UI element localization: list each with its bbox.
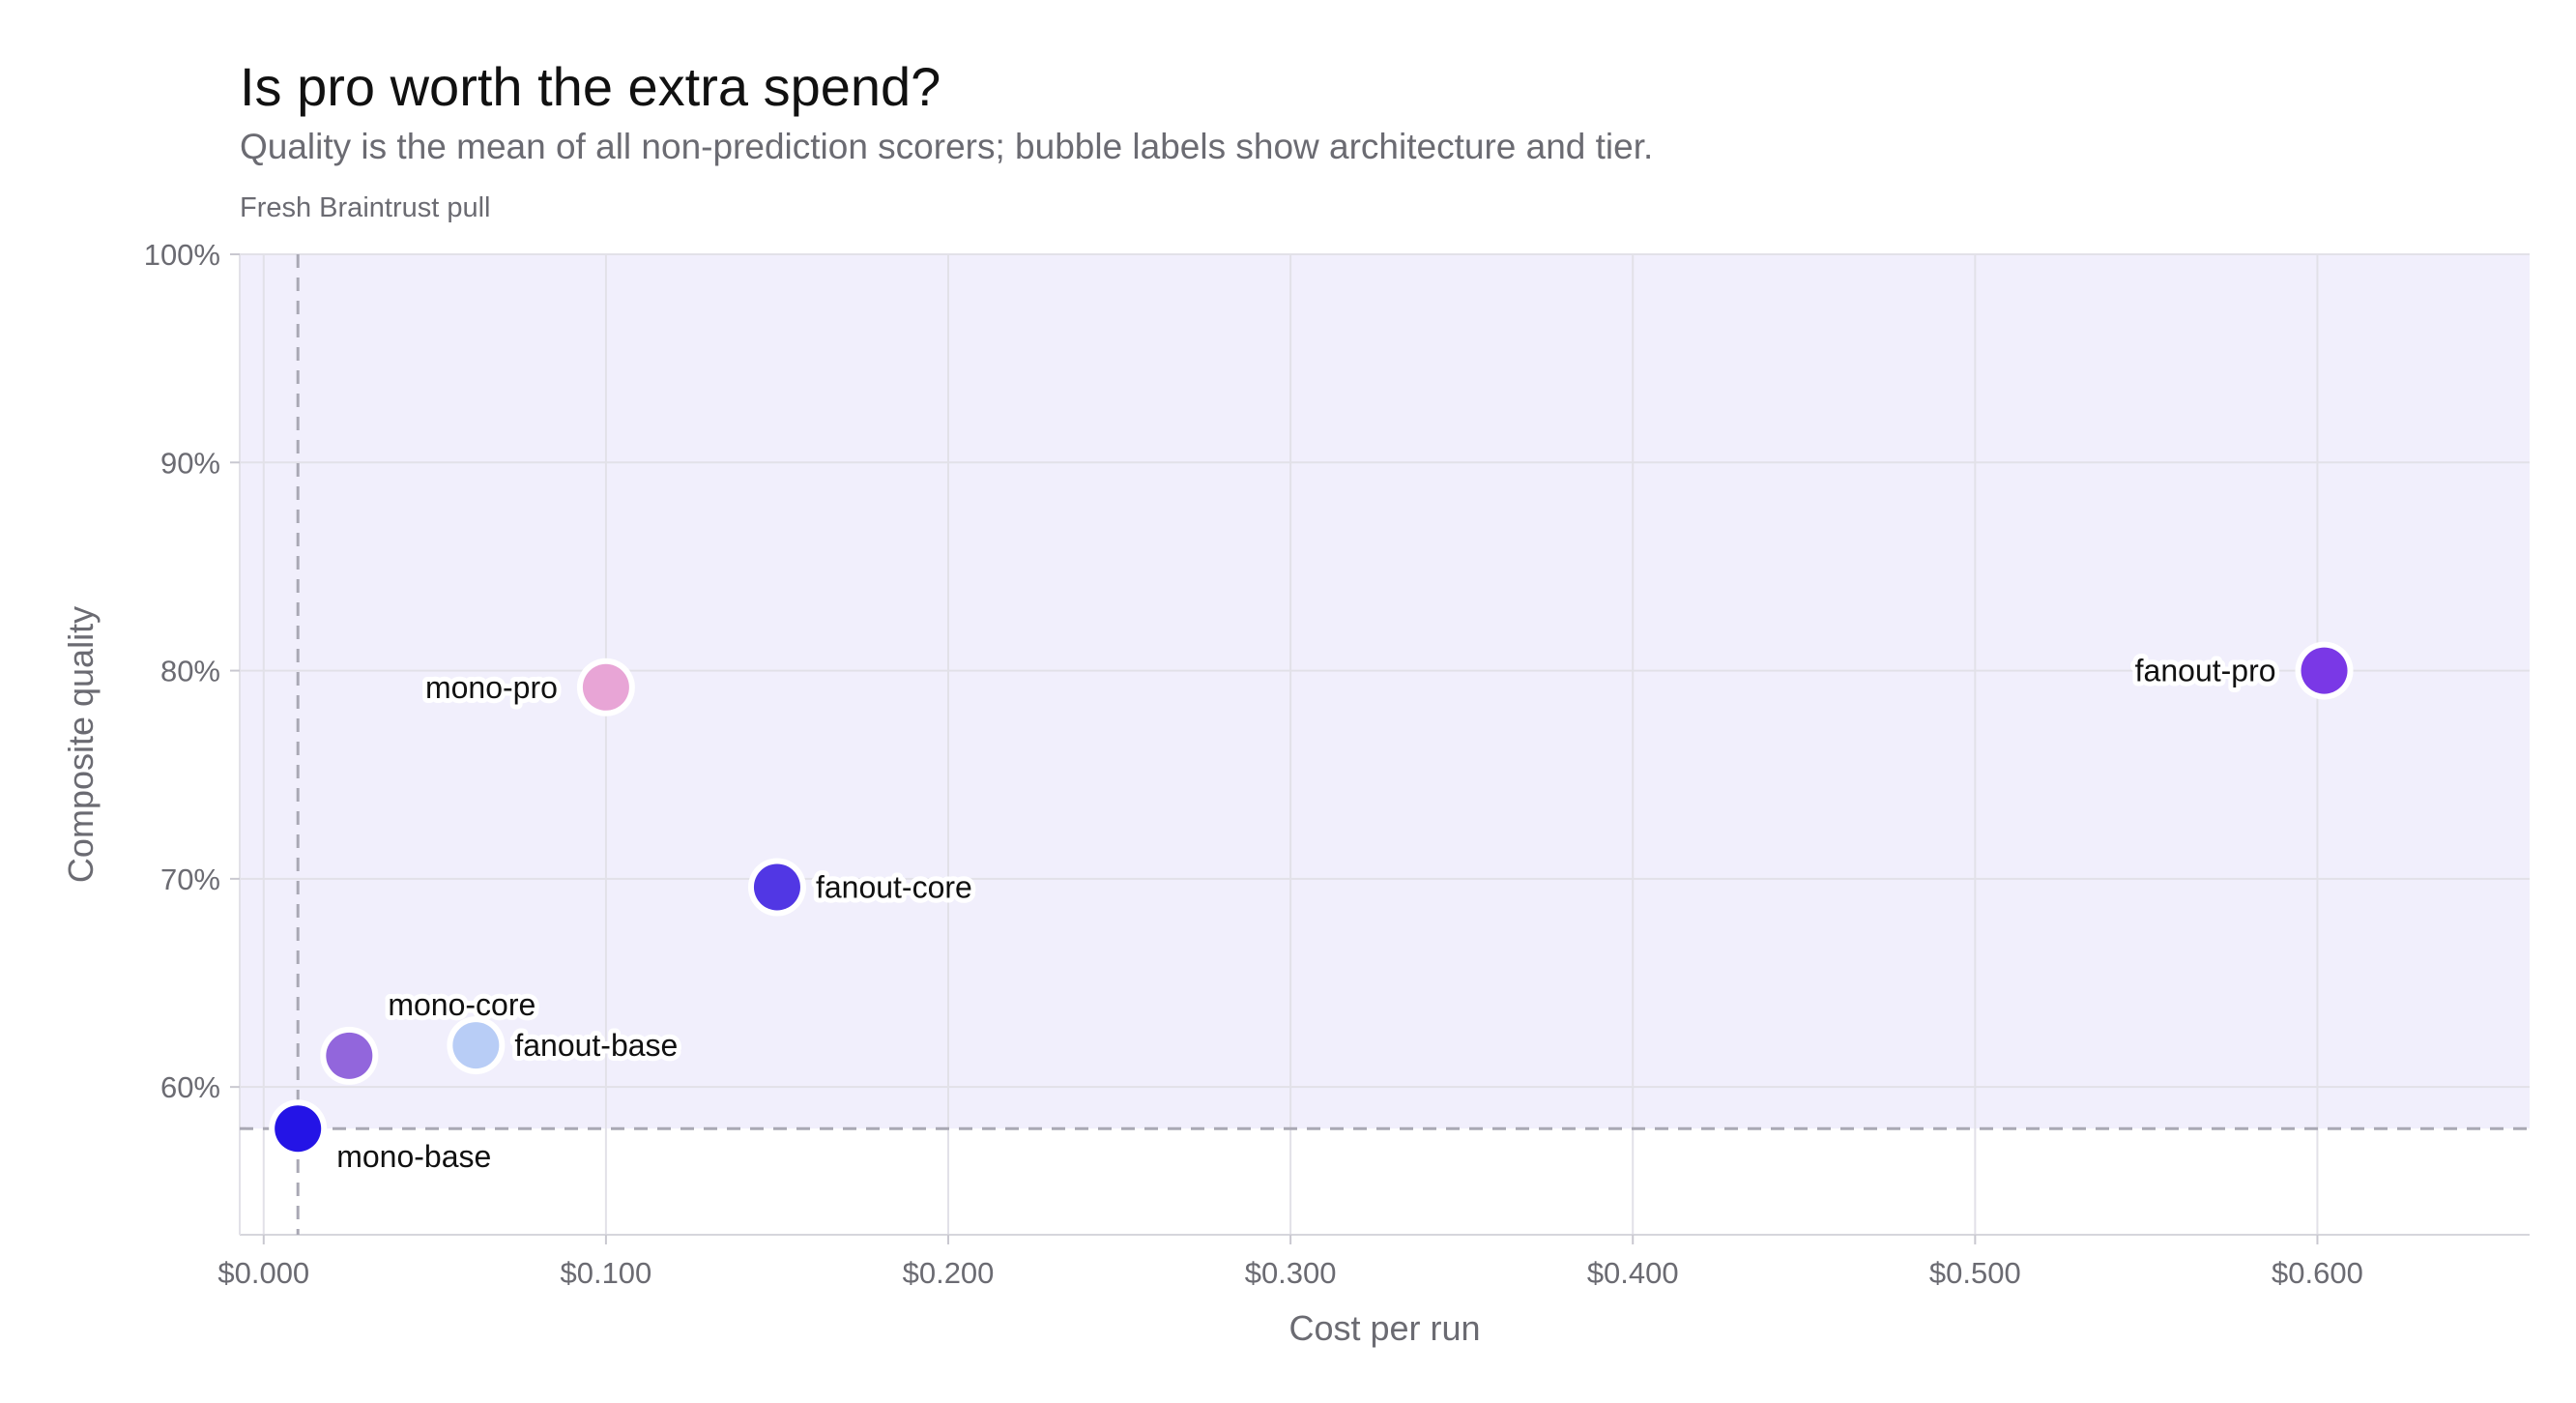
y-tick-label-4: 100% <box>144 238 220 272</box>
point-fanout-base <box>452 1022 500 1069</box>
y-tick-label-0: 60% <box>160 1070 220 1104</box>
point-mono-pro <box>582 663 629 711</box>
point-mono-base <box>275 1105 322 1153</box>
chart-subtitle: Quality is the mean of all non-predictio… <box>240 127 1654 167</box>
point-label-fanout-pro: fanout-pro <box>2135 654 2276 688</box>
y-tick-label-1: 70% <box>160 862 220 896</box>
point-label-fanout-core: fanout-core <box>816 869 972 904</box>
y-tick-label-2: 80% <box>160 655 220 688</box>
point-label-fanout-base: fanout-base <box>514 1028 678 1063</box>
x-tick-label-4: $0.400 <box>1587 1256 1679 1290</box>
x-tick-label-6: $0.600 <box>2272 1256 2363 1290</box>
x-axis-title: Cost per run <box>1288 1308 1480 1348</box>
x-tick-label-5: $0.500 <box>1929 1256 2021 1290</box>
point-label-mono-core: mono-core <box>388 987 535 1022</box>
point-label-mono-base: mono-base <box>336 1139 491 1174</box>
x-tick-label-2: $0.200 <box>903 1256 995 1290</box>
y-axis-title: Composite quality <box>61 606 101 883</box>
chart-header: Is pro worth the extra spend? Quality is… <box>240 54 1653 224</box>
point-mono-core <box>326 1032 373 1079</box>
point-label-mono-pro: mono-pro <box>425 670 558 705</box>
source-note: Fresh Braintrust pull <box>240 192 491 224</box>
x-tick-label-3: $0.300 <box>1245 1256 1337 1290</box>
y-tick-label-3: 90% <box>160 446 220 480</box>
chart-title: Is pro worth the extra spend? <box>240 56 941 117</box>
point-fanout-core <box>753 863 800 911</box>
point-fanout-pro <box>2301 647 2348 694</box>
x-tick-label-1: $0.100 <box>560 1256 651 1290</box>
x-tick-label-0: $0.000 <box>217 1256 309 1290</box>
